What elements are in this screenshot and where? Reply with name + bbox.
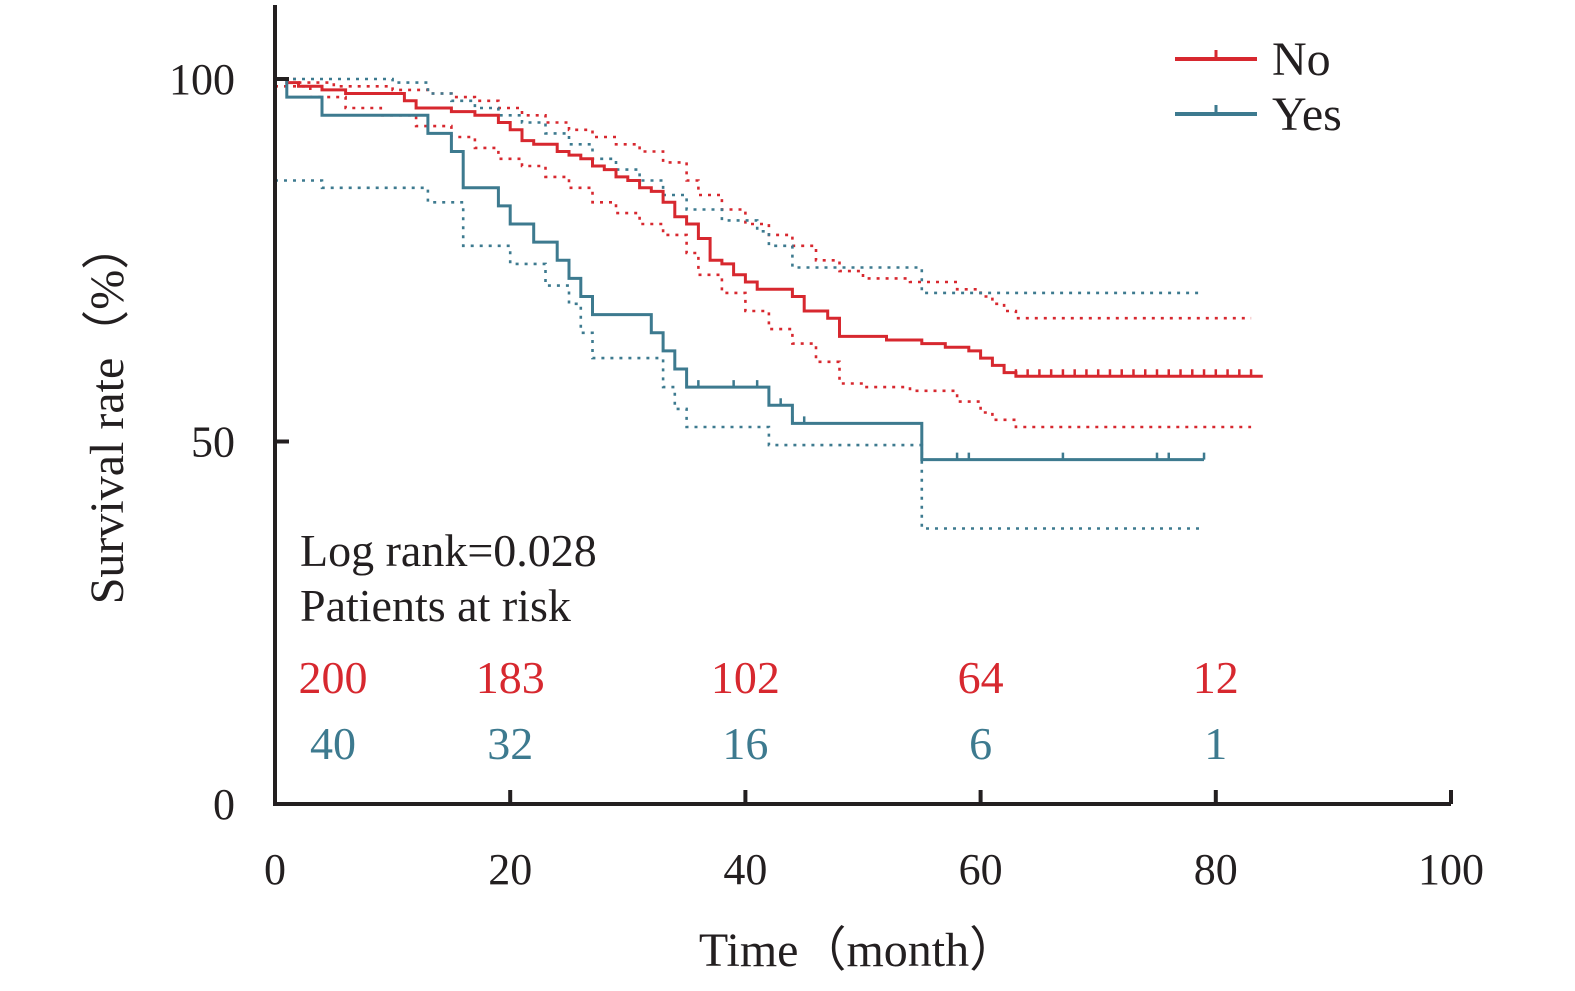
risk-count-yes-0: 40 xyxy=(310,718,356,769)
axes xyxy=(273,5,1453,806)
x-tick-label-40: 40 xyxy=(723,845,767,894)
y-axis-title: Survival rate（%） xyxy=(81,222,134,605)
curve-no xyxy=(275,77,1263,378)
risk-count-yes-20: 32 xyxy=(487,718,533,769)
y-tick-label-50: 50 xyxy=(191,418,235,467)
ci-upper-no xyxy=(275,77,1252,320)
censor-mark-layer xyxy=(697,369,1253,460)
risk-count-no-0: 200 xyxy=(299,652,368,703)
risk-count-no-60: 64 xyxy=(958,652,1004,703)
y-tick-label-100: 100 xyxy=(169,55,235,104)
risk-count-yes-60: 6 xyxy=(969,718,992,769)
x-tick-label-100: 100 xyxy=(1418,845,1484,894)
x-tick-label-60: 60 xyxy=(959,845,1003,894)
log-rank-annotation: Log rank=0.028 xyxy=(300,525,597,576)
survival-curve-layer xyxy=(275,77,1263,462)
tick-labels: 0 20 40 60 80 100 0 50 100 xyxy=(169,55,1484,894)
x-axis-title: Time（month） xyxy=(699,924,1017,977)
legend-label-no: No xyxy=(1272,33,1331,86)
y-tick-label-0: 0 xyxy=(213,780,235,829)
risk-count-no-40: 102 xyxy=(711,652,780,703)
x-tick-label-0: 0 xyxy=(264,845,286,894)
risk-table-title: Patients at risk xyxy=(300,580,571,631)
risk-count-no-80: 12 xyxy=(1193,652,1239,703)
risk-count-yes-80: 1 xyxy=(1204,718,1227,769)
x-tick-label-20: 20 xyxy=(488,845,532,894)
x-tick-label-80: 80 xyxy=(1194,845,1238,894)
risk-table: 200 183 102 64 12 40 32 16 6 1 xyxy=(299,652,1239,769)
risk-count-no-20: 183 xyxy=(476,652,545,703)
ci-lower-yes xyxy=(275,179,1204,530)
legend-label-yes: Yes xyxy=(1272,88,1342,141)
ci-lower-no xyxy=(275,85,1252,429)
ci-upper-yes xyxy=(275,77,1204,295)
risk-count-yes-40: 16 xyxy=(722,718,768,769)
curve-yes xyxy=(275,77,1204,462)
